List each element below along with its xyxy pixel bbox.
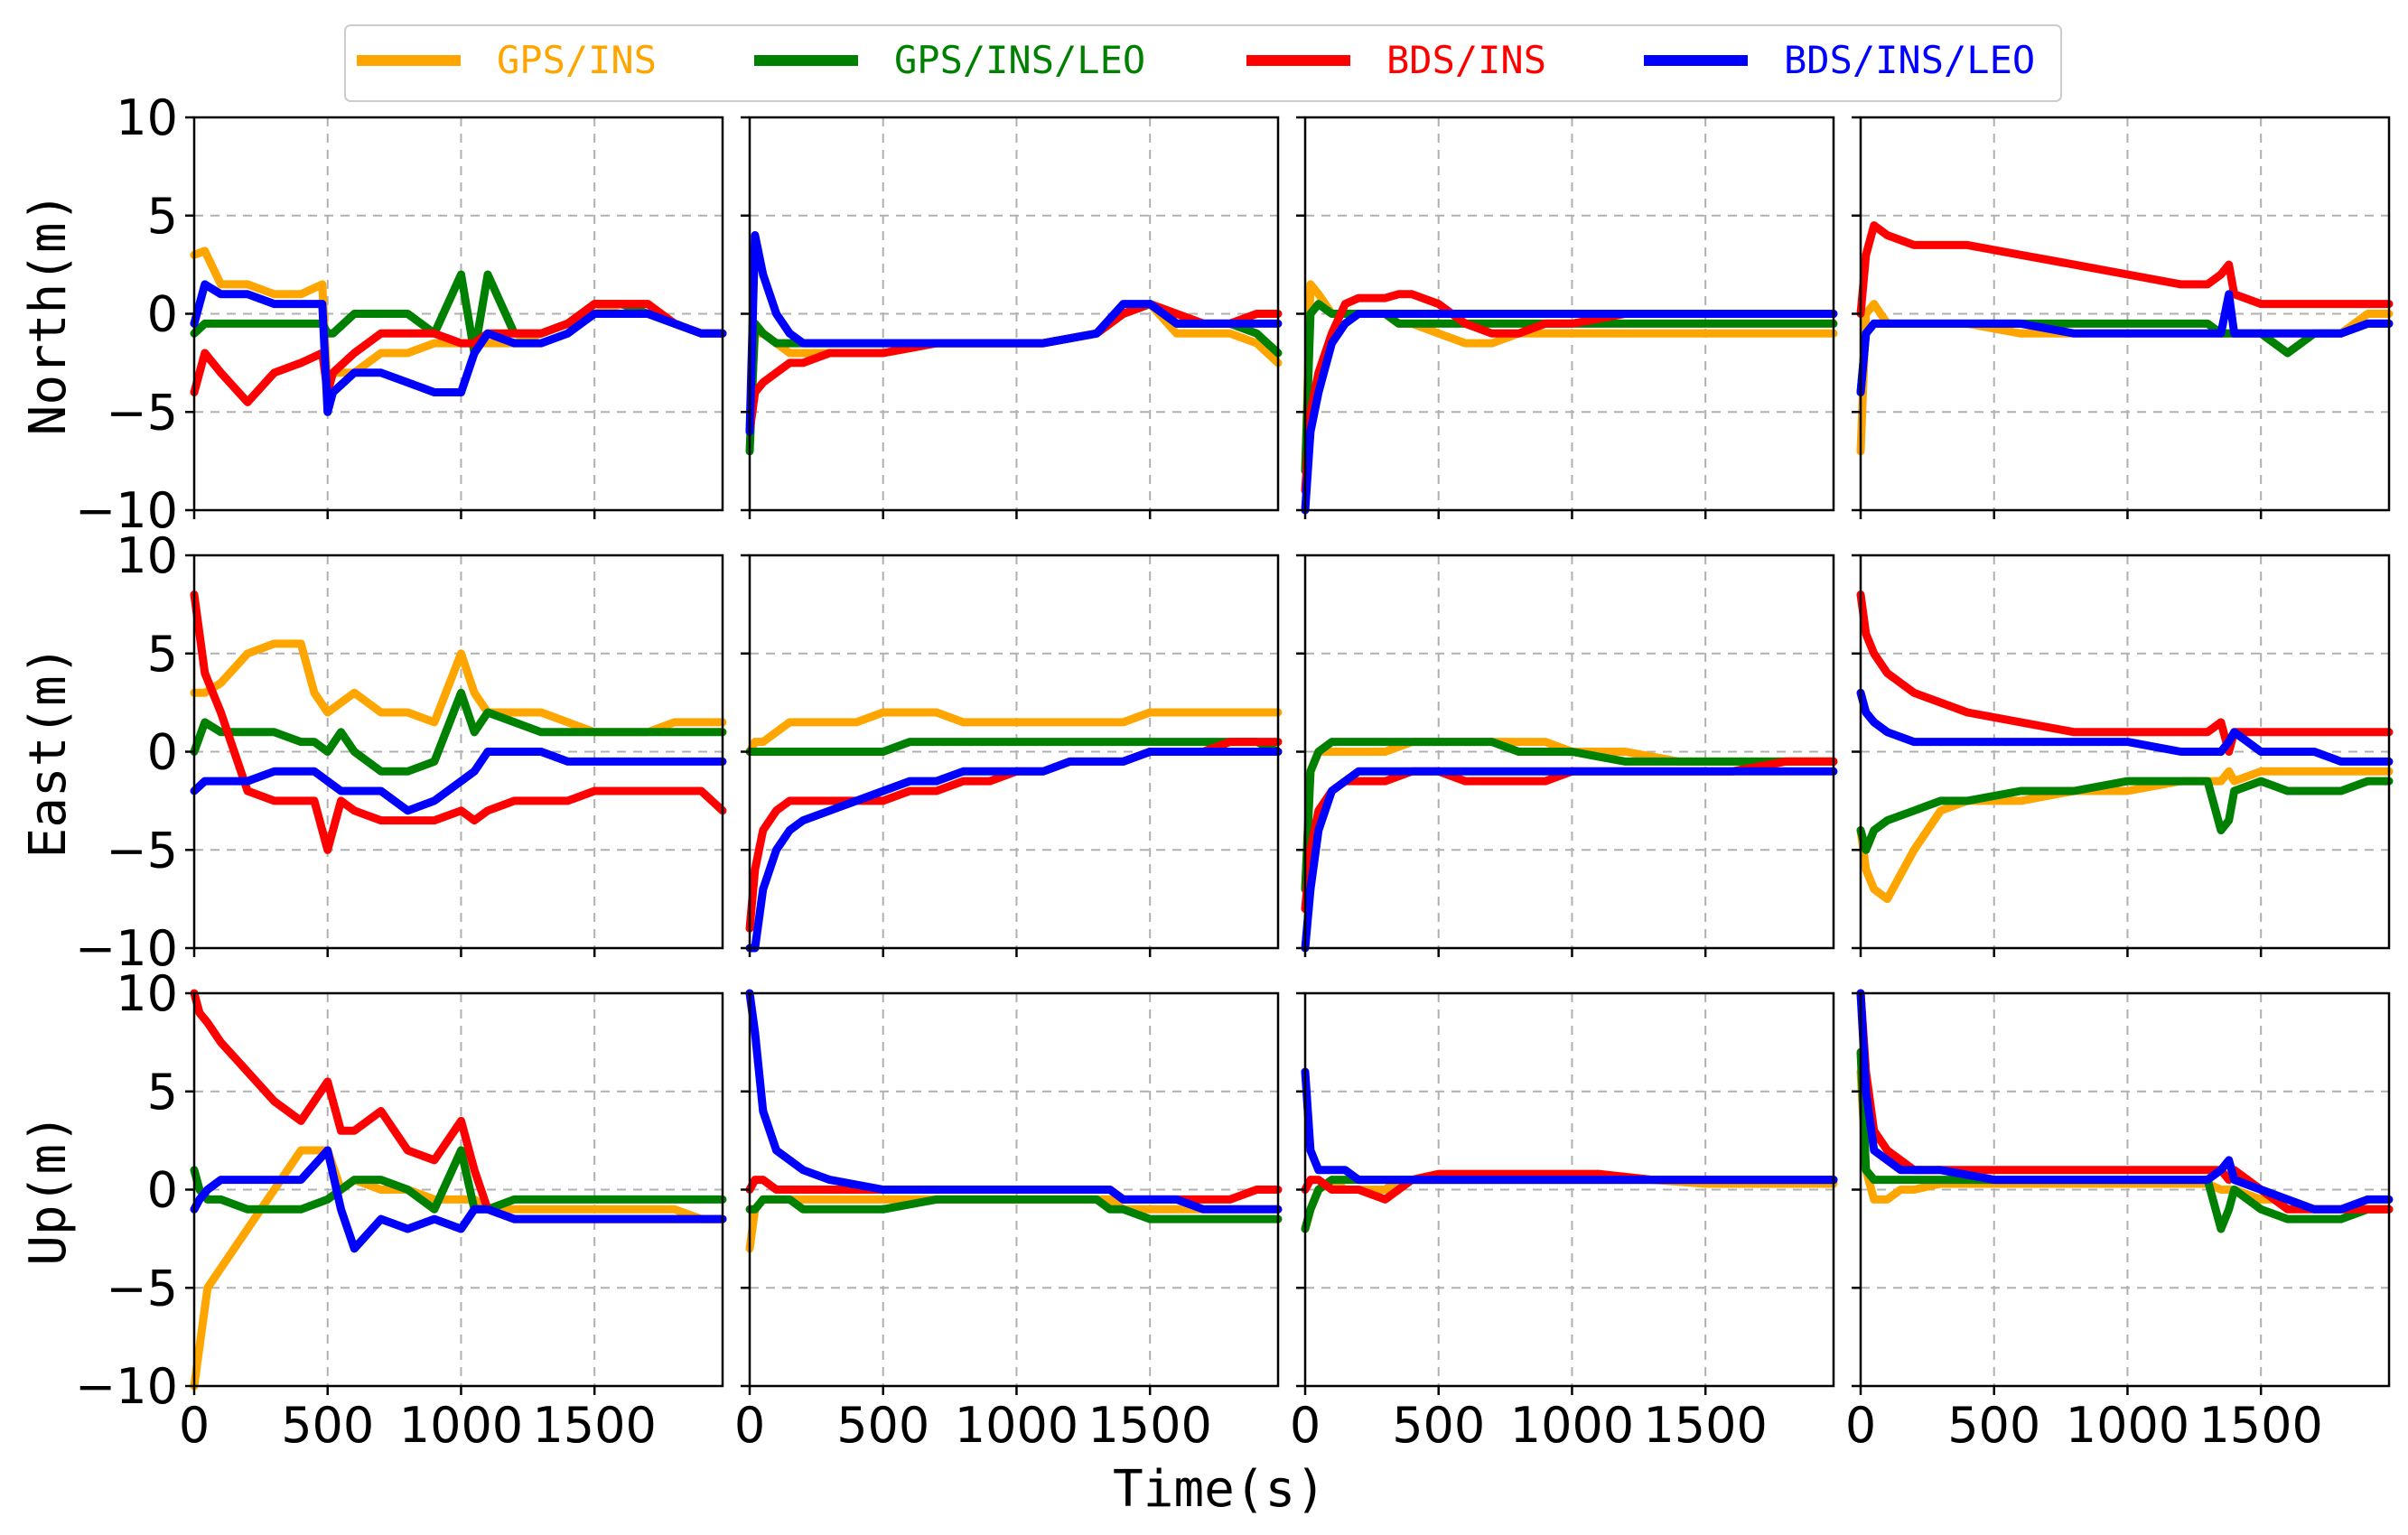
series-line-GPS/INS/LEO bbox=[1301, 300, 1838, 475]
y-tick-label: 10 bbox=[116, 89, 178, 146]
series-line-BDS/INS/LEO bbox=[1301, 310, 1838, 515]
panel-r3-c1: −10 −5 0 5 10 0 500 1000 1500 bbox=[75, 965, 727, 1454]
legend-item-3: BDS/INS bbox=[1246, 38, 1546, 82]
y-tick-label: 0 bbox=[147, 1162, 178, 1219]
y-tick-label: −5 bbox=[106, 822, 178, 879]
series-line-GPS/INS/LEO bbox=[1856, 777, 2394, 854]
series-line-BDS/INS/LEO bbox=[190, 748, 727, 815]
y-tick-label: 0 bbox=[147, 286, 178, 343]
series-line-BDS/INS bbox=[190, 591, 727, 854]
panel-r1-c1: −10 −5 0 5 10 bbox=[75, 89, 727, 539]
x-tick-label: 500 bbox=[1392, 1397, 1485, 1454]
series-line-GPS/INS bbox=[1301, 1176, 1838, 1233]
series-line-BDS/INS/LEO bbox=[1856, 989, 2394, 1214]
series-line-BDS/INS bbox=[1301, 757, 1838, 913]
x-tick-label: 1500 bbox=[2198, 1397, 2322, 1454]
row-labels: North(m) East(m) Up(m) bbox=[19, 192, 78, 1266]
series-line-BDS/INS/LEO bbox=[1856, 688, 2394, 766]
x-tick-label: 1000 bbox=[399, 1397, 523, 1454]
panel-r1-c4 bbox=[1852, 116, 2394, 519]
y-tick-label: 10 bbox=[116, 527, 178, 584]
panel-r3-c3: 0 500 1000 1500 bbox=[1290, 991, 1838, 1454]
x-tick-label: 1500 bbox=[532, 1397, 656, 1454]
panel-r1-c2 bbox=[741, 116, 1283, 519]
x-tick-label: 1500 bbox=[1087, 1397, 1211, 1454]
legend-item-1: GPS/INS bbox=[357, 38, 657, 82]
legend-label: GPS/INS bbox=[497, 38, 657, 82]
series-line-BDS/INS/LEO bbox=[190, 280, 727, 416]
series-line-BDS/INS bbox=[1856, 591, 2394, 756]
series-line-BDS/INS/LEO bbox=[745, 231, 1283, 436]
series-line-BDS/INS/LEO bbox=[190, 1146, 727, 1253]
panel-r2-c2 bbox=[741, 554, 1283, 957]
series-line-GPS/INS/LEO bbox=[1856, 1047, 2394, 1233]
y-tick-label: −5 bbox=[106, 384, 178, 441]
series-line-GPS/INS/LEO bbox=[745, 1195, 1283, 1223]
series-line-GPS/INS bbox=[190, 639, 727, 737]
y-tick-label: 5 bbox=[147, 188, 178, 245]
series-line-GPS/INS/LEO bbox=[190, 1146, 727, 1214]
y-tick-label: −10 bbox=[75, 482, 178, 539]
y-tick-label: 0 bbox=[147, 724, 178, 781]
x-tick-label: 0 bbox=[1290, 1397, 1321, 1454]
x-axis-label: Time(s) bbox=[1113, 1460, 1326, 1519]
panel-r3-c2: 0 500 1000 1500 bbox=[734, 989, 1283, 1454]
series-line-GPS/INS/LEO bbox=[1301, 738, 1838, 894]
x-tick-label: 500 bbox=[836, 1397, 929, 1454]
series-line-GPS/INS/LEO bbox=[190, 688, 727, 776]
y-axis-label: Up(m) bbox=[19, 1113, 78, 1266]
legend: GPS/INS GPS/INS/LEO BDS/INS BDS/INS/LEO bbox=[344, 24, 2062, 102]
series-line-GPS/INS/LEO bbox=[745, 738, 1283, 756]
series-line-BDS/INS/LEO bbox=[1301, 1067, 1838, 1185]
y-axis-label: North(m) bbox=[19, 192, 78, 436]
panel-r2-c3 bbox=[1296, 554, 1838, 957]
legend-frame bbox=[344, 24, 2062, 102]
x-tick-label: 500 bbox=[281, 1397, 374, 1454]
x-tick-label: 0 bbox=[179, 1397, 210, 1454]
panel-r2-c1: −10 −5 0 5 10 bbox=[75, 527, 727, 977]
series-line-GPS/INS bbox=[1856, 1067, 2394, 1214]
panel-r2-c4 bbox=[1852, 554, 2394, 957]
series-line-BDS/INS/LEO bbox=[1856, 290, 2394, 396]
series-line-BDS/INS bbox=[190, 300, 727, 406]
y-tick-label: 5 bbox=[147, 626, 178, 683]
y-tick-label: −10 bbox=[75, 1358, 178, 1415]
series-line-BDS/INS bbox=[1856, 221, 2394, 318]
series-line-GPS/INS bbox=[190, 1146, 727, 1391]
series-line-BDS/INS/LEO bbox=[745, 748, 1283, 953]
series-line-BDS/INS/LEO bbox=[745, 989, 1283, 1214]
panel-r1-c3 bbox=[1296, 116, 1838, 519]
series-line-GPS/INS bbox=[745, 708, 1283, 756]
x-tick-label: 0 bbox=[734, 1397, 765, 1454]
y-tick-label: −10 bbox=[75, 920, 178, 977]
x-tick-label: 1000 bbox=[1510, 1397, 1634, 1454]
x-tick-label: 1000 bbox=[955, 1397, 1078, 1454]
y-axis-label: East(m) bbox=[19, 645, 78, 858]
y-tick-label: 10 bbox=[116, 965, 178, 1022]
panel-r3-c4: 0 500 1000 1500 bbox=[1845, 989, 2394, 1454]
legend-label: BDS/INS bbox=[1386, 38, 1546, 82]
y-tick-label: 5 bbox=[147, 1064, 178, 1121]
legend-label: GPS/INS/LEO bbox=[894, 38, 1145, 82]
x-tick-label: 0 bbox=[1845, 1397, 1876, 1454]
y-tick-label: −5 bbox=[106, 1260, 178, 1316]
legend-item-2: GPS/INS/LEO bbox=[754, 38, 1145, 82]
legend-item-4: BDS/INS/LEO bbox=[1644, 38, 2035, 82]
x-tick-label: 500 bbox=[1947, 1397, 2040, 1454]
x-tick-label: 1500 bbox=[1643, 1397, 1767, 1454]
series-line-BDS/INS/LEO bbox=[1301, 767, 1838, 953]
legend-label: BDS/INS/LEO bbox=[1784, 38, 2035, 82]
x-tick-label: 1000 bbox=[2066, 1397, 2189, 1454]
